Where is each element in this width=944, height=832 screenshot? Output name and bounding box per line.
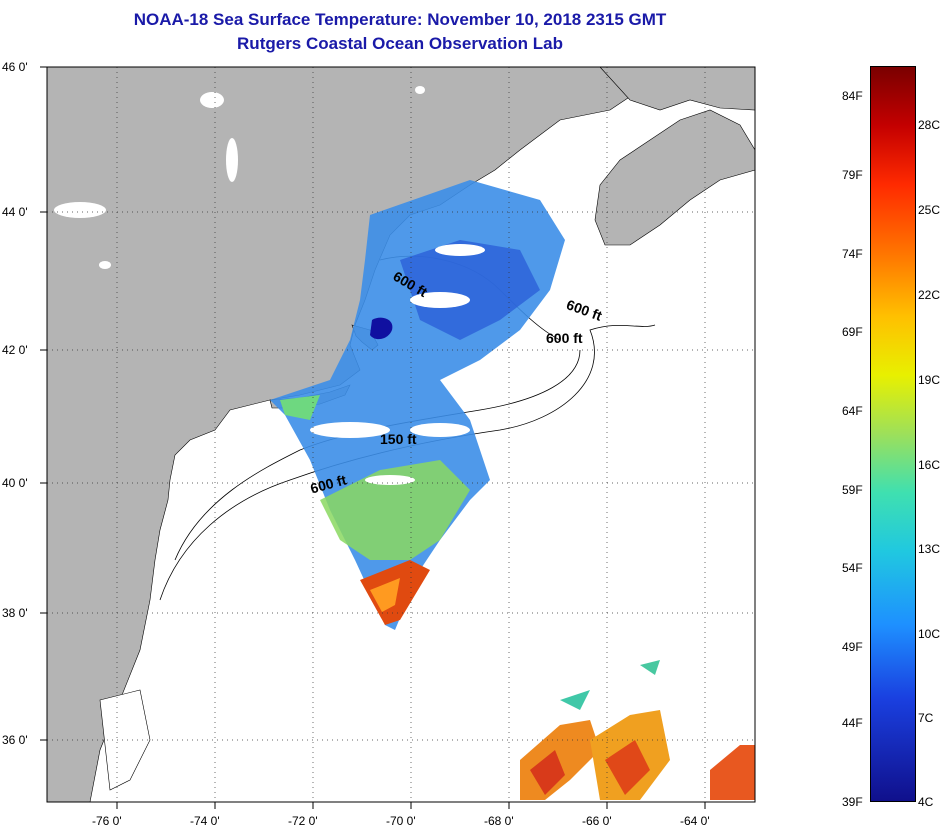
sst-swath [270, 180, 565, 630]
colorbar-f-label: 49F [842, 640, 863, 654]
colorbar-c-label: 7C [918, 711, 934, 725]
colorbar-c-label: 10C [918, 627, 941, 641]
temperature-colorbar [870, 66, 916, 802]
lon-label: -74 0' [190, 814, 220, 828]
colorbar-f-label: 59F [842, 483, 863, 497]
lon-label: -70 0' [386, 814, 416, 828]
colorbar-c-label: 28C [918, 118, 941, 132]
colorbar-c-label: 16C [918, 458, 941, 472]
gulf-stream-patches [520, 660, 755, 800]
colorbar-c-label: 4C [918, 795, 934, 809]
lat-label: 36 0' [2, 733, 28, 747]
colorbar-f-label: 84F [842, 89, 863, 103]
lon-label: -66 0' [582, 814, 612, 828]
land [46, 66, 756, 803]
colorbar-f-label: 54F [842, 561, 863, 575]
lat-label: 38 0' [2, 606, 28, 620]
lon-label: -64 0' [680, 814, 710, 828]
colorbar-f-label: 44F [842, 716, 863, 730]
colorbar-f-label: 79F [842, 168, 863, 182]
lat-label: 46 0' [2, 60, 28, 74]
lakes [54, 86, 425, 269]
colorbar-c-label: 13C [918, 542, 941, 556]
colorbar-f-label: 64F [842, 404, 863, 418]
colorbar-c-label: 25C [918, 203, 941, 217]
lon-label: -72 0' [288, 814, 318, 828]
colorbar-f-label: 74F [842, 247, 863, 261]
lon-label: -76 0' [92, 814, 122, 828]
lat-label: 42 0' [2, 343, 28, 357]
colorbar-f-label: 69F [842, 325, 863, 339]
colorbar-f-label: 39F [842, 795, 863, 809]
map-ticks [40, 66, 706, 809]
map-title: NOAA-18 Sea Surface Temperature: Novembe… [133, 10, 667, 29]
map-subtitle: Rutgers Coastal Ocean Observation Lab [237, 34, 563, 53]
map-frame [46, 66, 756, 803]
colorbar-c-label: 19C [918, 373, 941, 387]
lon-label: -68 0' [484, 814, 514, 828]
contour-label: 150 ft [380, 431, 417, 447]
lat-label: 44 0' [2, 205, 28, 219]
colorbar-c-label: 22C [918, 288, 941, 302]
contour-label: 600 ft [546, 330, 583, 346]
lat-label: 40 0' [2, 476, 28, 490]
